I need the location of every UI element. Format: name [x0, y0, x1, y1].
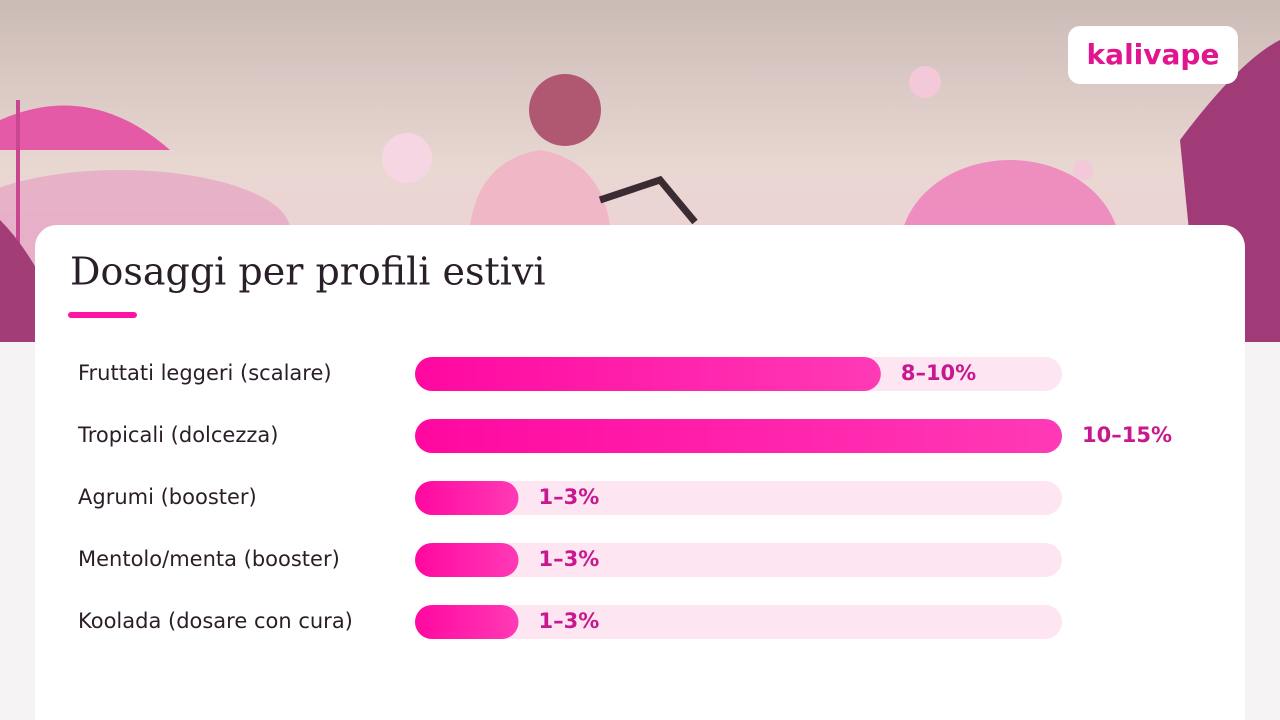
category-label: Mentolo/menta (booster) [78, 547, 340, 571]
bar [415, 357, 881, 391]
value-label: 1–3% [539, 485, 600, 509]
value-label: 10–15% [1082, 423, 1172, 447]
value-label: 1–3% [539, 547, 600, 571]
chart-title: Dosaggi per profili estivi [70, 250, 546, 294]
bar-chart: Fruttati leggeri (scalare) 8–10% Tropicali… [77, 357, 1172, 639]
bar-track [415, 481, 1062, 515]
category-label: Fruttati leggeri (scalare) [78, 361, 332, 385]
bar [415, 543, 519, 577]
bar [415, 481, 519, 515]
category-label: Agrumi (booster) [78, 485, 257, 509]
bar-track [415, 543, 1062, 577]
logo-badge: kalivape [1068, 26, 1238, 84]
title-underline [68, 312, 137, 318]
bar-track [415, 605, 1062, 639]
bar [415, 605, 519, 639]
value-label: 8–10% [901, 361, 976, 385]
logo: kalivape [1087, 38, 1220, 71]
card [35, 225, 1245, 720]
bar [415, 419, 1062, 453]
category-label: Tropicali (dolcezza) [77, 423, 278, 447]
category-label: Koolada (dosare con cura) [78, 609, 353, 633]
value-label: 1–3% [539, 609, 600, 633]
